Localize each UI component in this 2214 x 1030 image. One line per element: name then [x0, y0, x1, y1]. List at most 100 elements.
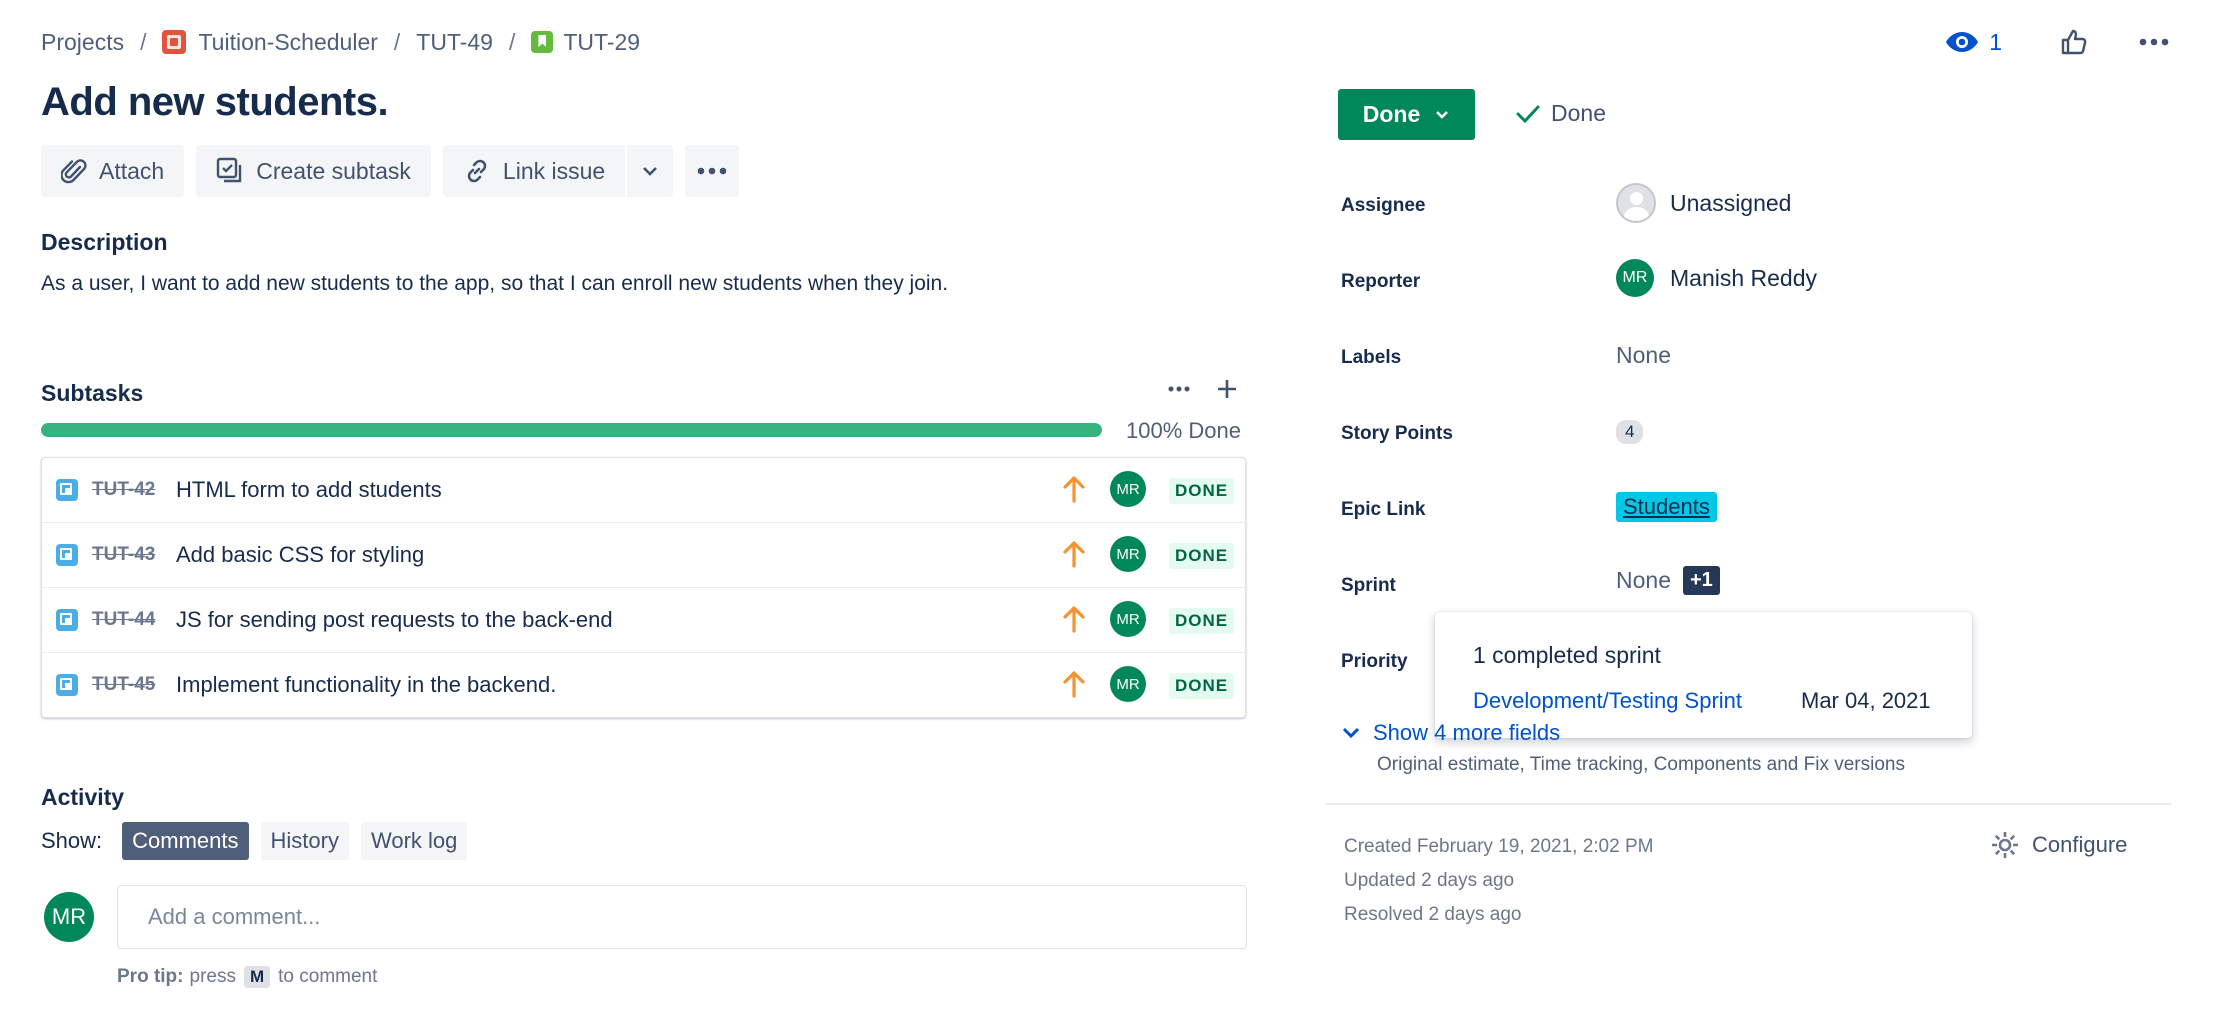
sprint-label: Sprint [1341, 575, 1396, 596]
labels-label: Labels [1341, 347, 1402, 368]
subtask-icon [56, 674, 78, 696]
pro-tip-post: to comment [278, 966, 378, 987]
subtasks-heading: Subtasks [41, 380, 144, 406]
toolbar-more-button[interactable] [685, 145, 740, 197]
more-actions-button[interactable] [2126, 22, 2182, 62]
subtasks-progress-label: 100% Done [1126, 418, 1241, 443]
create-subtask-button[interactable]: Create subtask [196, 145, 431, 197]
paperclip-icon [61, 159, 87, 184]
subtask-icon [56, 479, 78, 501]
subtask-summary[interactable]: Implement functionality in the backend. [176, 672, 557, 697]
subtask-row[interactable]: TUT-45 Implement functionality in the ba… [42, 653, 1245, 717]
thumbs-up-icon [2061, 29, 2087, 55]
subtask-summary[interactable]: HTML form to add students [176, 477, 442, 502]
chevron-down-icon [1436, 110, 1449, 119]
labels-value[interactable]: None [1616, 342, 1671, 368]
priority-high-icon [1063, 606, 1085, 633]
link-issue-dropdown[interactable] [625, 145, 674, 197]
activity-filter: Show: Comments History Work log [41, 822, 468, 860]
epic-link-field[interactable]: Students [1616, 492, 1717, 522]
more-icon [2139, 38, 2169, 46]
story-points-field[interactable]: 4 [1616, 420, 1644, 444]
status-badge[interactable]: DONE [1169, 608, 1235, 634]
activity-heading: Activity [41, 784, 125, 810]
subtasks-progress-fill [41, 423, 1102, 437]
epic-link-label: Epic Link [1341, 499, 1426, 520]
subtask-row[interactable]: TUT-43 Add basic CSS for styling MR DONE [42, 523, 1245, 588]
assignee-avatar[interactable]: MR [1110, 471, 1146, 507]
configure-label: Configure [2032, 832, 2128, 857]
status-badge[interactable]: DONE [1169, 478, 1235, 504]
reporter-label: Reporter [1341, 271, 1421, 292]
assignee-value: Unassigned [1670, 189, 1792, 216]
attach-button[interactable]: Attach [41, 145, 185, 197]
status-badge[interactable]: DONE [1169, 673, 1235, 699]
subtask-summary[interactable]: Add basic CSS for styling [176, 542, 425, 567]
eye-icon [1946, 32, 1979, 52]
gear-icon [1992, 832, 2018, 858]
subtasks-table: TUT-42 HTML form to add students MR DONE… [41, 457, 1246, 718]
sprint-field[interactable]: None +1 [1616, 566, 1720, 595]
epic-link-value[interactable]: Students [1616, 492, 1717, 522]
subtask-key[interactable]: TUT-45 [92, 674, 156, 695]
subtasks-actions [1168, 378, 1238, 400]
sprint-popup-heading: 1 completed sprint [1473, 642, 1661, 668]
assignee-avatar[interactable]: MR [1110, 536, 1146, 572]
sprint-popup-link[interactable]: Development/Testing Sprint [1473, 688, 1743, 713]
pro-tip-label: Pro tip: [117, 966, 184, 987]
activity-show-label: Show: [41, 828, 103, 853]
link-icon [467, 159, 487, 183]
description-text[interactable]: As a user, I want to add new students to… [41, 272, 949, 295]
sprint-popup-date: Mar 04, 2021 [1801, 688, 1931, 713]
link-issue-label: Link issue [502, 157, 606, 184]
assignee-field[interactable]: Unassigned [1616, 183, 1791, 223]
pro-tip: Pro tip: press M to comment [117, 966, 377, 988]
breadcrumb-project[interactable]: Tuition-Scheduler [198, 28, 378, 55]
more-icon[interactable] [1168, 386, 1190, 392]
issue-title[interactable]: Add new students. [41, 80, 389, 124]
watch-button[interactable]: 1 [1935, 25, 2012, 60]
status-transition-button[interactable]: Done [1338, 89, 1475, 140]
subtask-summary[interactable]: JS for sending post requests to the back… [176, 607, 613, 632]
add-subtask-icon[interactable] [1216, 378, 1238, 400]
assignee-avatar[interactable]: MR [1110, 666, 1146, 702]
create-subtask-label: Create subtask [256, 157, 411, 184]
breadcrumb-projects[interactable]: Projects [41, 28, 125, 55]
tab-history[interactable]: History [260, 822, 349, 860]
tab-work-log[interactable]: Work log [360, 822, 468, 860]
like-button[interactable] [2046, 22, 2102, 62]
reporter-avatar: MR [1616, 259, 1654, 297]
resolution-label: Done [1551, 100, 1606, 126]
priority-label: Priority [1341, 651, 1408, 672]
pro-tip-pre: press [189, 966, 236, 987]
reporter-field[interactable]: MR Manish Reddy [1616, 259, 1817, 297]
tab-comments[interactable]: Comments [122, 822, 249, 860]
subtasks-progress-bar [41, 423, 1102, 437]
subtask-row[interactable]: TUT-42 HTML form to add students MR DONE [42, 458, 1245, 523]
show-more-fields-button[interactable]: Show 4 more fields [1341, 720, 1560, 746]
assignee-label: Assignee [1341, 195, 1426, 216]
updated-date: Updated 2 days ago [1344, 870, 1515, 891]
comment-input[interactable] [117, 885, 1247, 949]
project-icon [162, 30, 187, 54]
subtask-key[interactable]: TUT-44 [92, 609, 156, 630]
subtask-row[interactable]: TUT-44 JS for sending post requests to t… [42, 588, 1245, 653]
watch-count: 1 [1989, 28, 2002, 55]
resolved-date: Resolved 2 days ago [1344, 904, 1522, 925]
sprint-value: None [1616, 567, 1671, 593]
more-fields-list: Original estimate, Time tracking, Compon… [1377, 754, 1905, 775]
subtask-key[interactable]: TUT-43 [92, 544, 156, 565]
breadcrumb-epic[interactable]: TUT-49 [416, 28, 493, 55]
status-badge[interactable]: DONE [1169, 543, 1235, 569]
subtask-key[interactable]: TUT-42 [92, 479, 156, 500]
breadcrumb-issue[interactable]: TUT-29 [563, 28, 641, 55]
configure-button[interactable]: Configure [1990, 830, 2127, 860]
sprint-more-badge[interactable]: +1 [1682, 566, 1720, 595]
resolution: Done [1515, 100, 1606, 127]
link-issue-button[interactable]: Link issue [442, 145, 626, 197]
story-icon [531, 31, 554, 53]
issue-toolbar: Attach Create subtask Link issue [41, 145, 740, 197]
check-icon [1516, 105, 1540, 123]
assignee-avatar[interactable]: MR [1110, 601, 1146, 637]
breadcrumb-separator: / [393, 28, 401, 55]
